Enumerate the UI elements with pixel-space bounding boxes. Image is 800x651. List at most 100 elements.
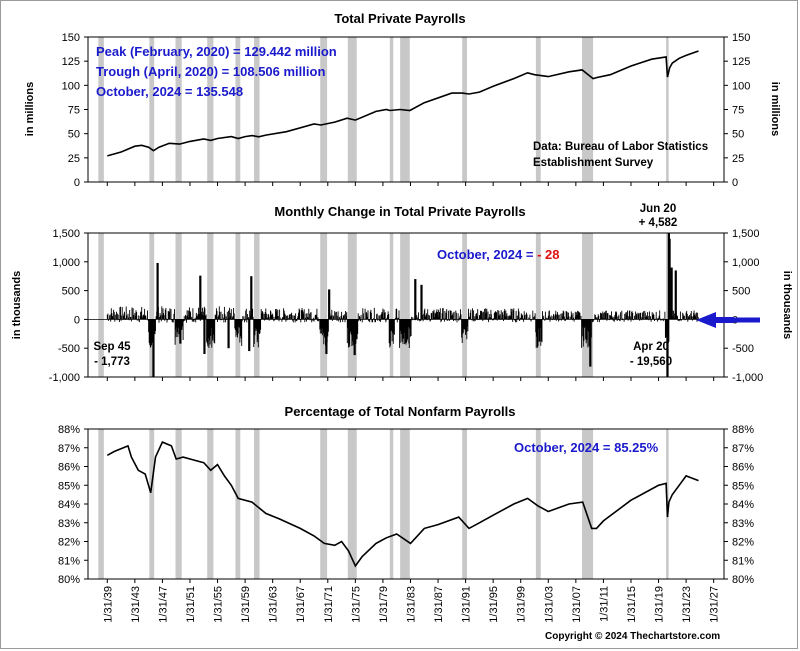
tick-marks-panel-3 — [84, 428, 728, 583]
y-tick-label-left: 86% — [58, 462, 80, 474]
latest-value-arrow-icon — [696, 312, 760, 328]
x-axis-tick-labels: 1/31/39 1/31/43 1/31/47 1/31/51 1/31/55 1/31/… — [102, 586, 720, 623]
y-tick-label-right: 1,500 — [732, 228, 760, 240]
annotation-apr20-label: Apr 20 — [633, 341, 669, 353]
y-tick-label-right: -500 — [732, 343, 754, 355]
panel-total-private-payrolls: Total Private Payrolls 0255075100125150 … — [24, 11, 781, 189]
x-tick-label: 1/31/99 — [516, 586, 528, 623]
x-tick-label: 1/31/27 — [709, 586, 721, 623]
x-tick-label: 1/31/79 — [378, 586, 390, 623]
recession-band-2 — [149, 37, 155, 182]
y-tick-labels-left-panel-2: -1,000 -500 0 500 1,000 1,500 — [49, 228, 80, 384]
x-tick-label: 1/31/51 — [185, 586, 197, 623]
recession-band-11 — [462, 37, 467, 182]
recession-band-8 — [347, 429, 357, 579]
y-tick-label-right: 125 — [732, 56, 750, 68]
y-tick-label-left: 0 — [74, 177, 80, 189]
y-tick-label-right: 88% — [732, 424, 754, 436]
recession-band-6 — [254, 37, 260, 182]
x-tick-label: 1/31/71 — [323, 586, 335, 623]
y-tick-label-right: 1,000 — [732, 257, 760, 269]
latest-change-prefix: October, 2024 = — [437, 247, 537, 262]
recession-band-1 — [98, 429, 104, 579]
recession-band-7 — [320, 37, 328, 182]
y-tick-label-right: 25 — [732, 153, 744, 165]
monthly-change-bar-field — [106, 306, 699, 348]
y-tick-label-left: 85% — [58, 480, 80, 492]
recession-band-9 — [389, 429, 394, 579]
latest-change-value: - 28 — [537, 247, 559, 262]
y-tick-label-left: 100 — [62, 80, 80, 92]
recession-band-11 — [462, 233, 467, 377]
recession-band-1 — [98, 233, 104, 377]
annotation-peak: Peak (February, 2020) = 129.442 million — [96, 44, 337, 59]
x-tick-label: 1/31/15 — [626, 586, 638, 623]
x-tick-label: 1/31/63 — [268, 586, 280, 623]
x-tick-label: 1/31/75 — [350, 586, 362, 623]
recession-bands-panel-2 — [98, 233, 669, 377]
recession-band-10 — [400, 429, 410, 579]
recession-band-13 — [582, 37, 594, 182]
y-tick-label-left: 0 — [74, 314, 80, 326]
recession-band-2 — [149, 233, 155, 377]
recession-band-14 — [666, 37, 669, 182]
y-tick-labels-left-panel-3: 80% 81% 82% 83% 84% 85% 86% 87% 88% — [58, 424, 80, 586]
panel-2-title: Monthly Change in Total Private Payrolls — [274, 204, 525, 219]
plot-area-panel-3 — [87, 428, 725, 580]
annotation-apr20-value: - 19,560 — [630, 356, 672, 368]
tick-marks-panel-1 — [84, 36, 728, 186]
y-tick-label-left: 25 — [68, 153, 80, 165]
recession-band-14 — [666, 233, 669, 377]
recession-band-8 — [347, 37, 357, 182]
recession-band-5 — [235, 233, 241, 377]
y-tick-label-right: 500 — [732, 286, 750, 298]
y-tick-label-left: 82% — [58, 537, 80, 549]
y-tick-label-left: 81% — [58, 555, 80, 567]
y-tick-label-left: 84% — [58, 499, 80, 511]
panel-percentage-nonfarm: Percentage of Total Nonfarm Payrolls 80%… — [58, 404, 754, 586]
y-tick-label-left: 1,500 — [52, 228, 80, 240]
y-tick-label-left: 87% — [58, 443, 80, 455]
x-tick-label: 1/31/67 — [295, 586, 307, 623]
x-tick-label: 1/31/23 — [681, 586, 693, 623]
source-note-line-1: Data: Bureau of Labor Statistics — [533, 141, 708, 153]
y-tick-label-right: 82% — [732, 537, 754, 549]
y-tick-label-left: 80% — [58, 574, 80, 586]
y-tick-label-right: 83% — [732, 518, 754, 530]
panel-1-ylabel-right: in millions — [769, 82, 781, 136]
y-tick-label-left: 125 — [62, 56, 80, 68]
recession-band-3 — [175, 429, 182, 579]
recession-band-7 — [320, 429, 328, 579]
copyright-note: Copyright © 2024 Thechartstore.com — [545, 631, 720, 642]
series-line-percentage-nonfarm — [106, 441, 699, 568]
annotation-jun20-label: Jun 20 — [640, 203, 676, 215]
recession-band-12 — [535, 429, 541, 579]
y-tick-label-right: 0 — [732, 177, 738, 189]
y-tick-label-left: 88% — [58, 424, 80, 436]
y-tick-label-left: 500 — [62, 286, 80, 298]
tick-marks-panel-2 — [84, 232, 728, 381]
annotation-jun20-value: + 4,582 — [639, 217, 678, 229]
panel-1-title: Total Private Payrolls — [334, 11, 465, 26]
y-tick-label-right: 150 — [732, 32, 750, 44]
y-tick-labels-right-panel-1: 0 25 50 75 100 125 150 — [732, 32, 750, 189]
panel-3-title: Percentage of Total Nonfarm Payrolls — [285, 404, 516, 419]
recession-band-12 — [535, 233, 541, 377]
y-tick-label-right: 50 — [732, 129, 744, 141]
y-tick-label-right: 84% — [732, 499, 754, 511]
annotation-sep45-value: - 1,773 — [94, 356, 130, 368]
recession-band-12 — [535, 37, 541, 182]
x-tick-label: 1/31/91 — [461, 586, 473, 623]
panel-2-ylabel-left: in thousands — [11, 271, 23, 339]
series-line-total-private-payrolls — [107, 50, 699, 157]
y-tick-label-right: 87% — [732, 443, 754, 455]
y-tick-label-left: -500 — [58, 343, 80, 355]
y-tick-label-left: 83% — [58, 518, 80, 530]
y-tick-label-left: -1,000 — [49, 372, 80, 384]
recession-band-2 — [149, 429, 155, 579]
y-tick-label-left: 75 — [68, 105, 80, 117]
x-tick-label: 1/31/55 — [213, 586, 225, 623]
x-tick-label: 1/31/83 — [406, 586, 418, 623]
y-tick-label-right: 81% — [732, 555, 754, 567]
